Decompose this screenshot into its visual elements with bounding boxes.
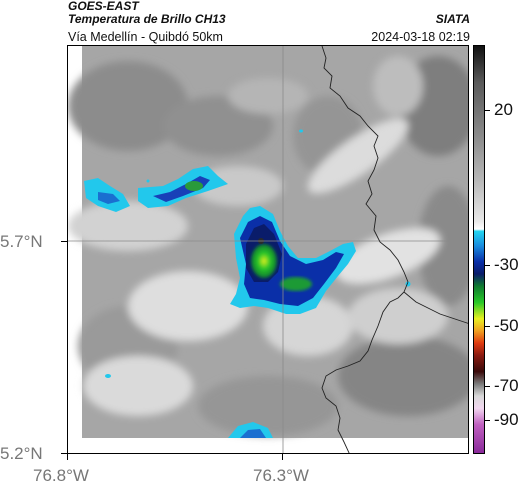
latitude-label: 5.2°N [0,444,43,463]
latitude-label: 5.7°N [0,232,43,251]
longitude-label: 76.8°W [33,466,89,485]
tick-lon-1 [67,454,68,460]
satellite-map[interactable] [67,45,469,454]
map-canvas [68,46,468,453]
colorbar-label: 20 [494,100,513,119]
tick-lon-2 [282,454,283,460]
colorbar-label: -50 [494,316,519,335]
colorbar-label: -70 [494,376,519,395]
region-subtitle: Vía Medellín - Quibdó 50km [68,30,223,44]
cold-cloud-south [105,129,411,438]
gray-texture [68,56,468,436]
colorbar [473,45,485,454]
colorbar-tick [485,420,490,421]
colorbar-tick [485,326,490,327]
satellite-title: GOES-EAST [68,0,139,13]
timestamp-label: 2024-03-18 02:19 [371,30,470,44]
convective-cell [230,206,356,314]
tick-lat-2 [61,453,67,454]
cold-cloud-west [84,166,228,212]
organization-label: SIATA [435,12,470,26]
longitude-label: 76.3°W [253,466,309,485]
colorbar-tick [485,265,490,266]
colorbar-label: -90 [494,410,519,429]
graticule [68,46,468,453]
colorbar-tick [485,386,490,387]
product-title: Temperatura de Brillo CH13 [68,12,226,26]
colorbar-tick [485,110,490,111]
political-boundary [321,46,468,453]
colorbar-label: -30 [494,255,519,274]
tick-lat-1 [61,241,67,242]
